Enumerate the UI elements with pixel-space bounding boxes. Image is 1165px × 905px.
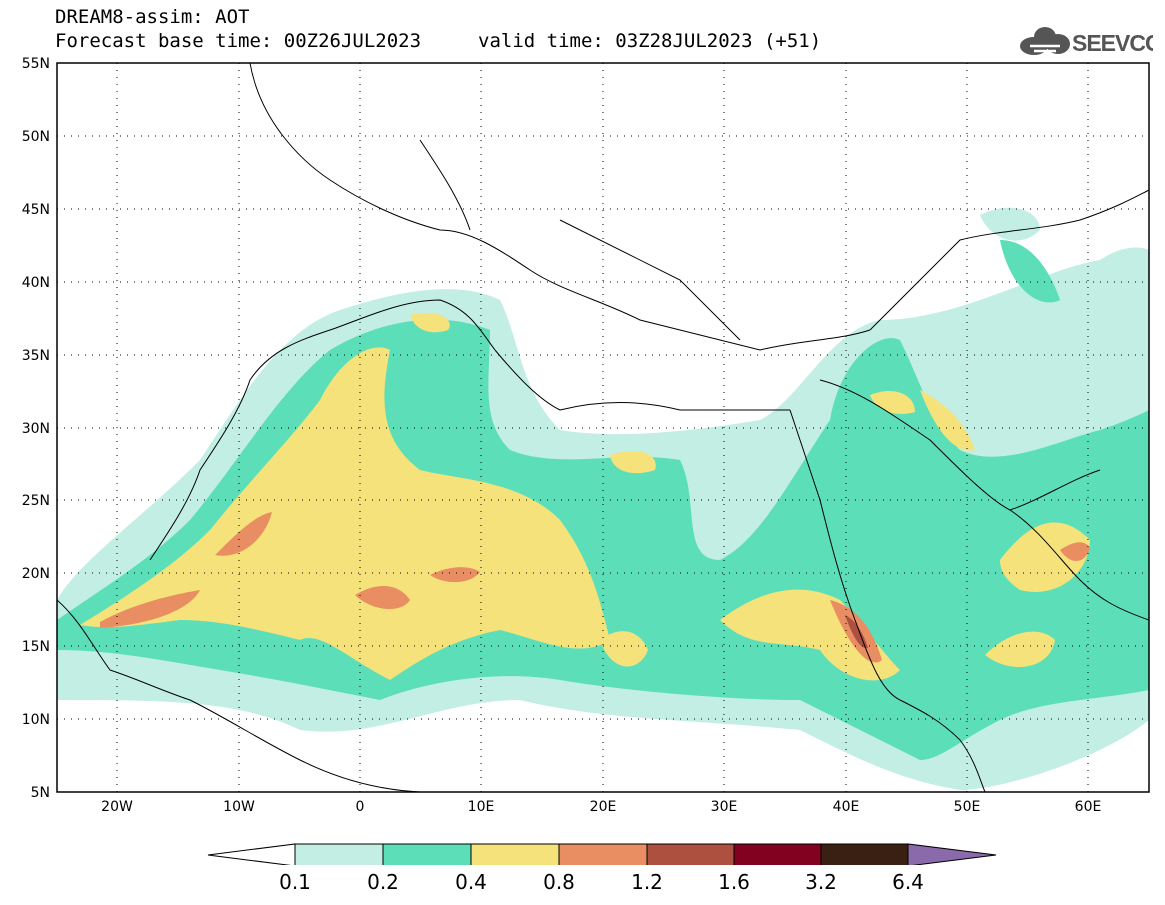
forecast-base-time: Forecast base time: 00Z26JUL2023 <box>55 30 422 52</box>
lat-label: 30N <box>22 421 50 437</box>
colorbar-label: 1.6 <box>718 870 750 894</box>
cloud-icon <box>1020 27 1070 55</box>
longitude-labels: 20W 10W 0 10E 20E 30E 40E 50E 60E <box>101 799 1101 815</box>
lon-label: 50E <box>954 799 981 815</box>
colorbar-low-arrow <box>207 843 296 865</box>
colorbar-label: 0.2 <box>367 870 399 894</box>
lat-label: 55N <box>22 56 50 72</box>
seevccc-logo: SEEVCCC <box>1020 27 1153 56</box>
lon-label: 40E <box>833 799 860 815</box>
colorbar-label: 3.2 <box>805 870 837 894</box>
colorbar-segment <box>558 843 648 865</box>
map-frame <box>56 62 1150 793</box>
lon-label: 20W <box>101 799 133 815</box>
lat-label: 50N <box>22 129 50 145</box>
lat-label: 40N <box>22 275 50 291</box>
valid-time: valid time: 03Z28JUL2023 (+51) <box>478 30 822 52</box>
lon-label: 60E <box>1075 799 1102 815</box>
lon-label: 0 <box>356 799 365 815</box>
lat-label: 20N <box>22 566 50 582</box>
lon-label: 10E <box>468 799 495 815</box>
latitude-labels: 55N 50N 45N 40N 35N 30N 25N 20N 15N 10N … <box>22 56 50 801</box>
colorbar-high-arrow <box>907 843 997 865</box>
lat-label: 10N <box>22 712 50 728</box>
lon-label: 20E <box>590 799 617 815</box>
colorbar-segment <box>820 843 909 865</box>
colorbar-label: 0.4 <box>455 870 487 894</box>
lat-label: 5N <box>31 785 50 801</box>
lat-label: 45N <box>22 202 50 218</box>
color-bar <box>207 843 997 865</box>
aot-map: 55N 50N 45N 40N 35N 30N 25N 20N 15N 10N … <box>22 56 1150 865</box>
colorbar-segment <box>646 843 735 865</box>
lat-label: 35N <box>22 348 50 364</box>
colorbar-segment <box>470 843 560 865</box>
colorbar-segment <box>382 843 472 865</box>
colorbar-label: 0.1 <box>279 870 311 894</box>
logo-text: SEEVCCC <box>1072 30 1153 56</box>
lat-label: 15N <box>22 639 50 655</box>
colorbar-segment <box>733 843 822 865</box>
colorbar-label: 1.2 <box>631 870 663 894</box>
coastlines <box>57 63 1149 792</box>
lon-label: 10W <box>223 799 255 815</box>
graticule <box>57 63 1149 792</box>
map-title: DREAM8-assim: AOT <box>55 6 250 28</box>
aot-band-0.4 <box>80 312 1090 681</box>
colorbar-label: 0.8 <box>543 870 575 894</box>
colorbar-segment <box>294 843 384 865</box>
colorbar-label: 6.4 <box>892 870 924 894</box>
lat-label: 25N <box>22 493 50 509</box>
lon-label: 30E <box>711 799 738 815</box>
